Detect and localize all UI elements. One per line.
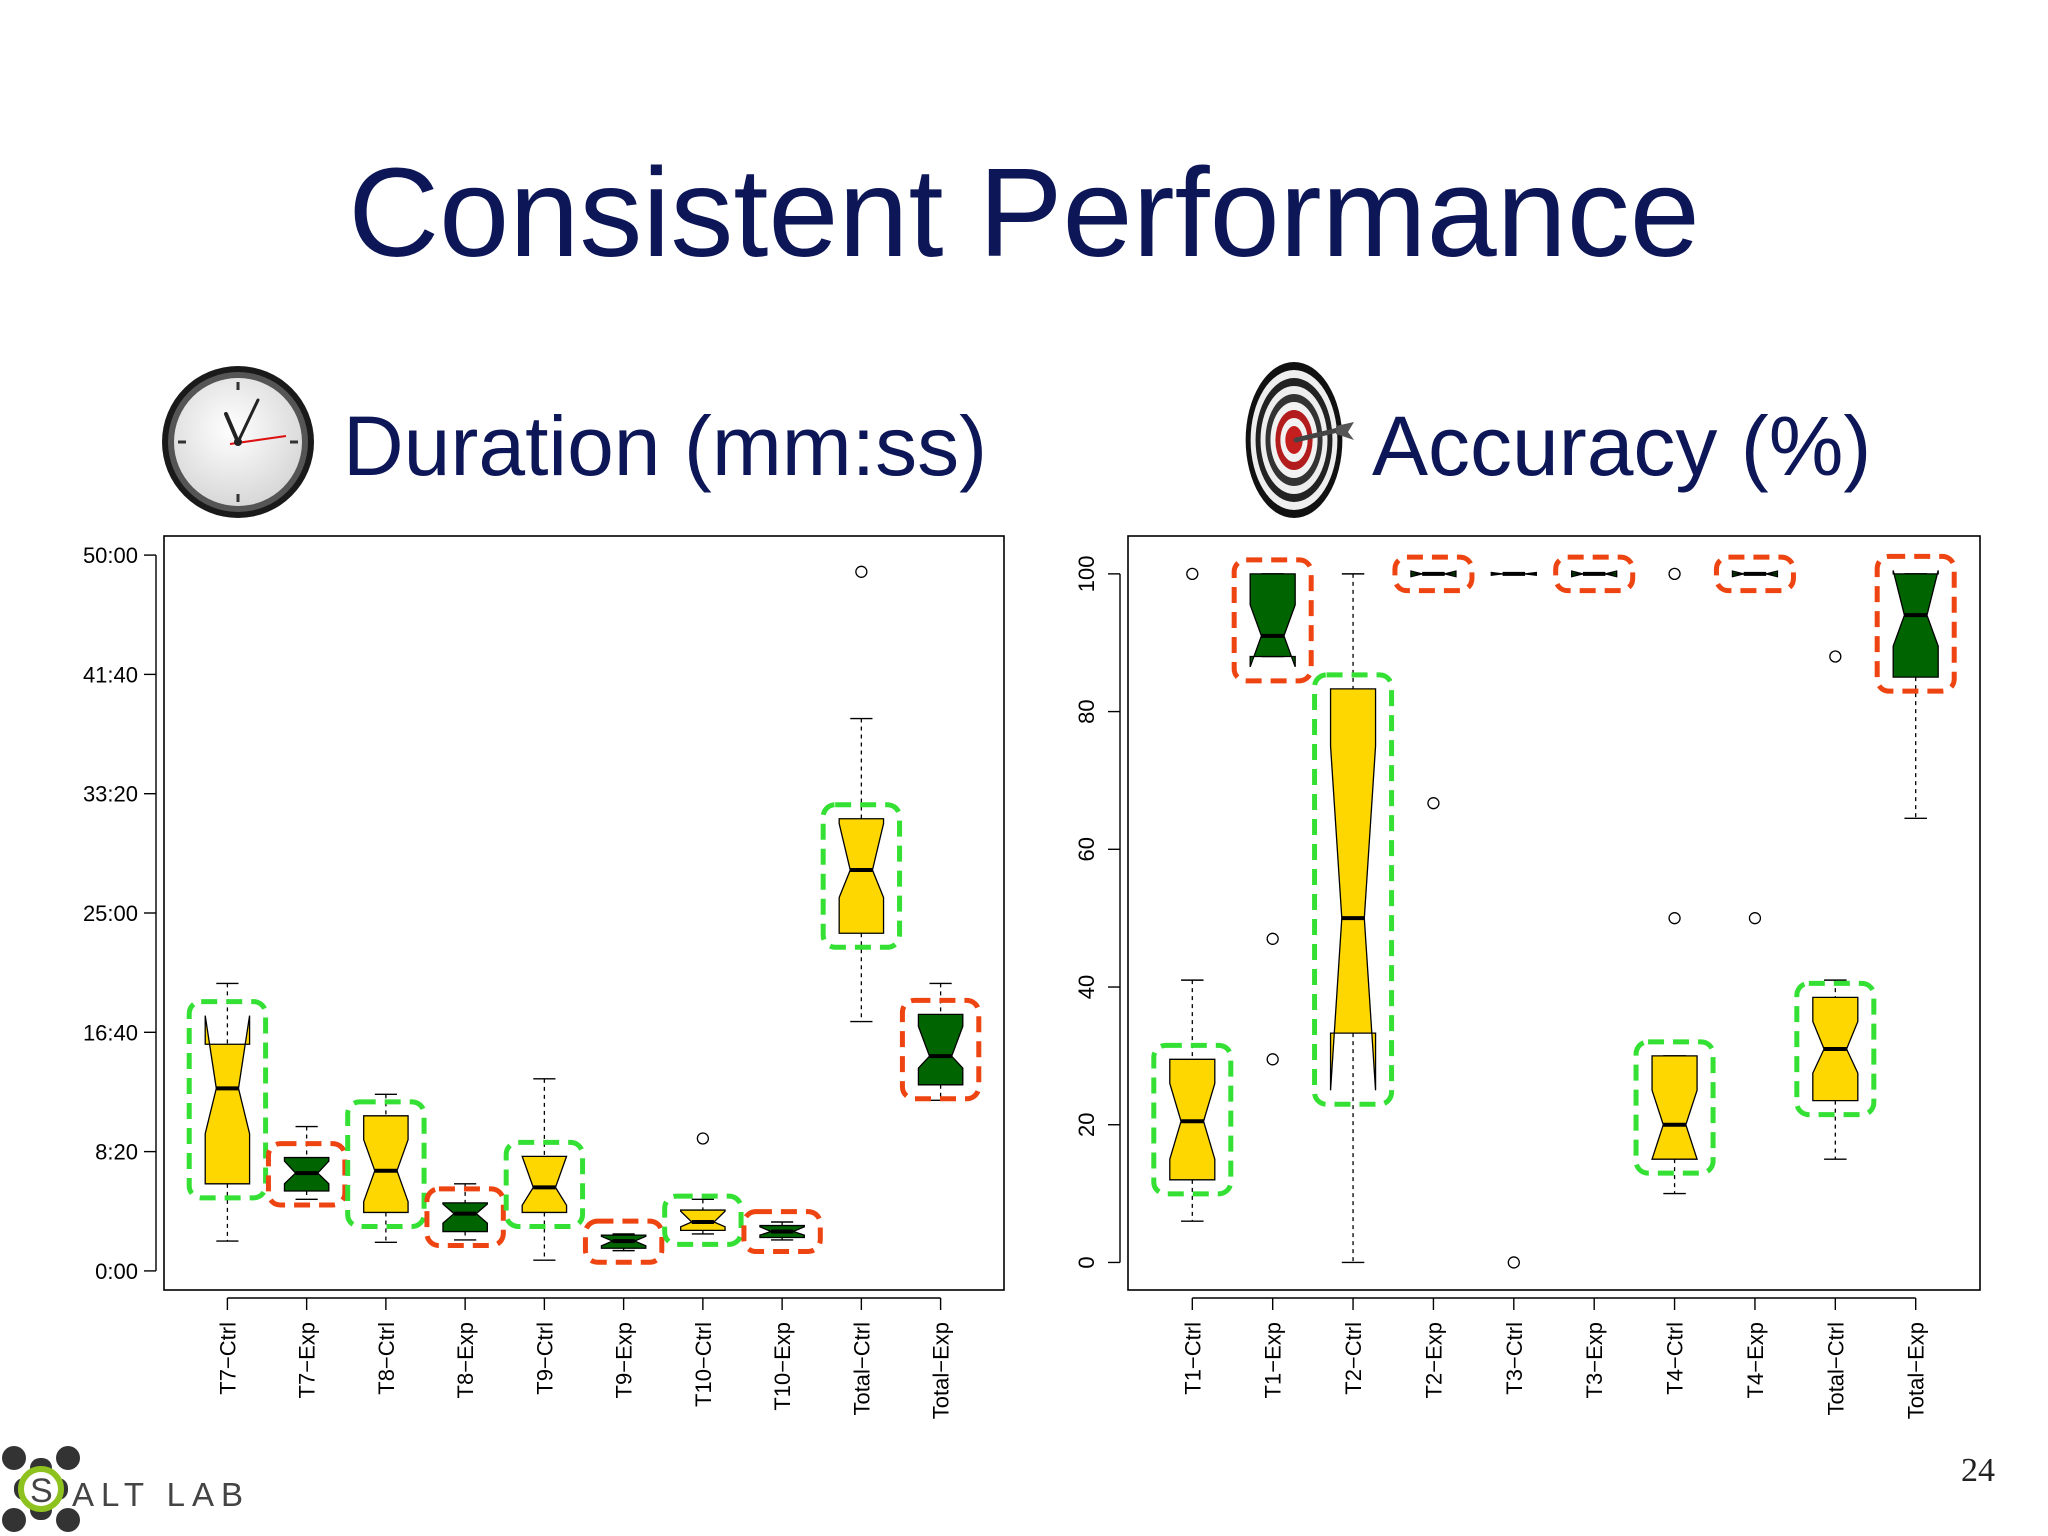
x-tick-label: T7−Ctrl	[215, 1322, 240, 1395]
highlight-box	[1312, 672, 1395, 1107]
duration-subtitle: Duration (mm:ss)	[343, 399, 988, 493]
box	[1410, 570, 1457, 578]
x-tick-label: Total−Ctrl	[1823, 1322, 1848, 1416]
y-tick-label: 8:20	[95, 1140, 138, 1165]
x-tick-label: T9−Exp	[612, 1322, 637, 1398]
duration-boxplot: 0:00 8:20 16:40 25:00 33:20 41:40 50:00 T7−Ctrl…	[60, 520, 1020, 1440]
y-tick-label: 0	[1074, 1256, 1099, 1268]
x-tick-label: T1−Exp	[1261, 1322, 1286, 1398]
x-tick-label: T10−Ctrl	[691, 1322, 716, 1407]
y-tick-label: 0:00	[95, 1259, 138, 1284]
highlight-box	[265, 1141, 348, 1208]
outlier-point	[1668, 912, 1681, 925]
highlight-box	[1794, 980, 1877, 1118]
x-tick-label: T10−Exp	[770, 1322, 795, 1411]
highlight-box	[1713, 554, 1796, 594]
outlier-point	[1186, 567, 1199, 581]
box	[1731, 570, 1779, 578]
highlight-box	[1151, 1042, 1234, 1197]
y-tick-label: 60	[1074, 837, 1099, 861]
clock-icon	[162, 366, 314, 518]
x-tick-label: Total−Exp	[1904, 1322, 1929, 1419]
box	[1892, 570, 1939, 678]
outlier-point	[1829, 650, 1842, 663]
highlight-box	[1231, 557, 1314, 684]
x-tick-label: T3−Exp	[1582, 1322, 1607, 1398]
y-tick-label: 20	[1074, 1112, 1099, 1136]
plot-frame	[163, 535, 1005, 1291]
highlight-box	[424, 1186, 506, 1249]
y-tick-label: 40	[1074, 975, 1099, 999]
outlier-point	[1668, 567, 1681, 581]
box	[204, 1015, 251, 1185]
x-tick-label: T2−Ctrl	[1341, 1322, 1366, 1395]
y-tick-label: 25:00	[83, 901, 138, 926]
outlier-point	[696, 1132, 710, 1145]
outlier-point	[1427, 797, 1440, 810]
box	[1571, 570, 1618, 578]
y-tick-label: 41:40	[83, 662, 138, 687]
box	[1490, 571, 1537, 576]
outlier-point	[855, 565, 868, 578]
accuracy-subtitle: Accuracy (%)	[1372, 399, 1872, 493]
highlight-box	[582, 1218, 665, 1265]
target-icon	[1245, 362, 1354, 518]
outlier-point	[1748, 912, 1762, 925]
svg-text:S: S	[30, 1472, 53, 1510]
highlight-box	[186, 999, 269, 1201]
plot-frame	[1127, 535, 1981, 1291]
salt-lab-logo: S	[2, 1446, 80, 1532]
x-tick-label: T8−Exp	[453, 1322, 478, 1398]
accuracy-boxplot-svg: 0 20 40 60 80 100 T1−Ctrl T1−Exp T2−Ctrl T2−Exp T3…	[1074, 535, 1981, 1419]
highlight-box	[899, 997, 982, 1102]
x-tick-label: T7−Exp	[295, 1322, 320, 1398]
highlight-box	[1874, 553, 1957, 694]
box	[442, 1202, 488, 1233]
x-tick-label: T3−Ctrl	[1502, 1322, 1527, 1395]
box	[363, 1115, 409, 1214]
y-tick-label: 50:00	[83, 543, 138, 568]
outlier-point	[1266, 1053, 1279, 1066]
x-tick-label: Total−Ctrl	[849, 1322, 874, 1416]
highlight-box	[1392, 554, 1475, 594]
highlight-box	[1553, 554, 1636, 594]
box	[1651, 1055, 1698, 1160]
accuracy-boxplot: 0 20 40 60 80 100 T1−Ctrl T1−Exp T2−Ctrl T2−Exp T3…	[1060, 520, 2000, 1440]
duration-boxplot-svg: 0:00 8:20 16:40 25:00 33:20 41:40 50:00 T7−Ctrl…	[83, 535, 1005, 1419]
highlight-box	[345, 1099, 427, 1229]
highlight-box	[503, 1139, 586, 1229]
x-tick-label: T9−Ctrl	[532, 1322, 557, 1395]
x-tick-label: T4−Ctrl	[1663, 1322, 1688, 1395]
highlight-box	[1633, 1039, 1716, 1176]
box	[521, 1155, 568, 1214]
highlight-box	[662, 1193, 744, 1247]
slide-title: Consistent Performance	[348, 142, 1700, 283]
highlight-box	[741, 1209, 823, 1255]
x-tick-label: T8−Ctrl	[374, 1322, 399, 1395]
outlier-point	[1266, 932, 1279, 945]
y-tick-label: 16:40	[83, 1020, 138, 1045]
x-tick-label: Total−Exp	[929, 1322, 954, 1419]
logo-text: ALT LAB	[72, 1476, 251, 1513]
box	[838, 818, 885, 934]
page-number: 24	[1961, 1452, 1995, 1489]
outlier-point	[1507, 1256, 1520, 1269]
y-tick-label: 33:20	[83, 782, 138, 807]
y-tick-label: 80	[1074, 699, 1099, 723]
y-tick-label: 100	[1074, 556, 1099, 593]
box	[917, 1013, 964, 1086]
x-tick-label: T4−Exp	[1743, 1322, 1768, 1398]
box	[1329, 688, 1377, 1091]
x-tick-label: T2−Exp	[1421, 1322, 1446, 1398]
box	[1249, 573, 1296, 668]
highlight-box	[820, 802, 903, 950]
x-tick-label: T1−Ctrl	[1180, 1322, 1205, 1395]
